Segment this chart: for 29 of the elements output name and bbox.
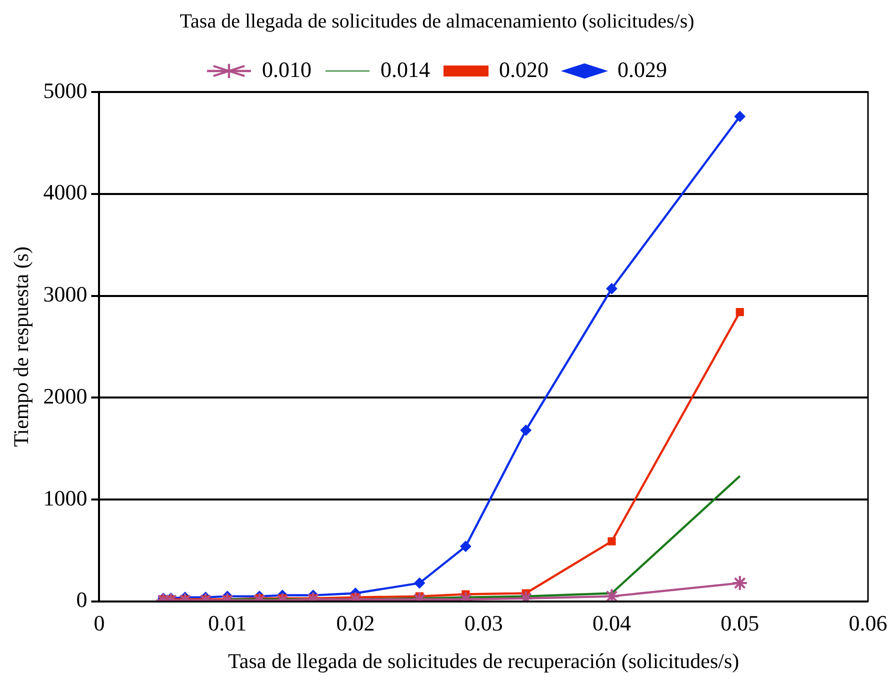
- legend-title: Tasa de llegada de solicitudes de almacenamiento (solicitudes/s): [180, 10, 694, 32]
- x-tick-label: 0.04: [592, 610, 631, 636]
- point: [608, 537, 616, 546]
- point: [732, 574, 748, 592]
- x-tick-label: 0.02: [336, 610, 375, 636]
- legend-label: 0.014: [380, 56, 430, 82]
- y-tick-label: 0: [76, 587, 88, 612]
- y-tick-label: 1000: [43, 485, 88, 510]
- point: [414, 578, 426, 589]
- y-tick-label: 3000: [43, 282, 88, 307]
- x-tick-label: 0.03: [464, 610, 503, 636]
- legend-label: 0.010: [262, 56, 312, 82]
- legend-label: 0.020: [499, 56, 548, 82]
- x-tick-label: 0.01: [208, 610, 247, 636]
- point: [606, 283, 618, 294]
- x-tick-label: 0.06: [848, 610, 888, 636]
- y-tick-label: 2000: [43, 383, 88, 408]
- point: [604, 588, 620, 602]
- legend-label: 0.029: [618, 56, 667, 82]
- point: [520, 424, 532, 436]
- y-tick-label: 4000: [43, 180, 88, 205]
- y-axis-title: Tiempo de respuesta (s): [9, 246, 34, 447]
- x-tick-label: 0.05: [720, 610, 760, 636]
- y-tick-label: 5000: [43, 78, 88, 103]
- point: [460, 540, 472, 552]
- x-axis-title: Tasa de llegada de solicitudes de recuperación (solicitudes/s): [228, 648, 740, 673]
- x-tick-label: 0: [94, 610, 105, 636]
- point: [734, 110, 746, 122]
- point: [736, 308, 744, 316]
